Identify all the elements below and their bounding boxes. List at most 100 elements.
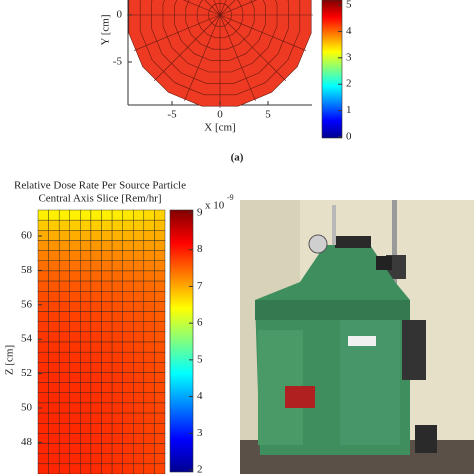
cell [111, 453, 123, 465]
cell [111, 291, 123, 302]
colorbar-tick-label: 2 [346, 78, 352, 90]
cell [58, 341, 70, 353]
cell [48, 219, 60, 231]
cell [111, 402, 123, 414]
cell [111, 331, 123, 343]
cell [48, 270, 60, 282]
cell [80, 240, 92, 251]
cell [90, 311, 102, 322]
cell [58, 372, 70, 383]
cell [154, 301, 166, 312]
cell [58, 443, 70, 454]
cell [133, 240, 145, 251]
cell [90, 270, 102, 282]
colorbar-tick-label: 5 [197, 353, 203, 365]
cell [37, 392, 49, 404]
cell [111, 321, 123, 333]
cell [133, 209, 145, 221]
colorbar-tick-label: 8 [197, 243, 203, 255]
cell [111, 443, 123, 454]
cell [37, 341, 49, 353]
cell [48, 351, 60, 363]
heatmap [37, 209, 166, 474]
cell [69, 341, 81, 353]
cell [111, 351, 123, 363]
colorbar-tick-label: 0 [346, 131, 352, 143]
cell [154, 372, 166, 383]
cell [133, 423, 145, 434]
cell [122, 372, 134, 383]
cell [58, 423, 70, 434]
cell [154, 331, 166, 343]
cell [90, 219, 102, 231]
cell [48, 331, 60, 343]
spoke [219, 14, 286, 81]
cell [90, 209, 102, 221]
cell [37, 291, 49, 302]
cell [143, 321, 155, 333]
cell [37, 270, 49, 282]
spoke [183, 0, 221, 16]
cell [101, 362, 113, 373]
cell [69, 372, 81, 383]
cell [37, 443, 49, 454]
cell [143, 240, 155, 251]
cell [69, 362, 81, 373]
cell [69, 301, 81, 312]
colorbar-scale: x 10 [205, 200, 225, 212]
cell [69, 219, 81, 231]
cell [37, 423, 49, 434]
cell [90, 351, 102, 363]
cell [122, 362, 134, 373]
colorbar-tick-label: 3 [197, 427, 203, 439]
cell [80, 260, 92, 272]
cell [69, 209, 81, 221]
cell [133, 463, 145, 474]
cell [90, 260, 102, 272]
x-label: X [cm] [204, 122, 235, 134]
cell [111, 250, 123, 261]
cell [80, 423, 92, 434]
cell [101, 351, 113, 363]
cell [37, 453, 49, 465]
cell [90, 291, 102, 302]
ring [162, 0, 278, 73]
y-tick-label: 58 [21, 264, 33, 276]
cell [143, 270, 155, 282]
cell [101, 433, 113, 444]
cell [37, 351, 49, 363]
cell [80, 219, 92, 231]
cell [133, 291, 145, 302]
photo [240, 200, 474, 474]
cell [101, 331, 113, 343]
cell [122, 351, 134, 363]
spoke [219, 14, 307, 51]
cell [111, 260, 123, 272]
cell [122, 341, 134, 353]
cell [122, 270, 134, 282]
cell [48, 392, 60, 404]
cell [80, 463, 92, 474]
cell [90, 280, 102, 292]
cell [154, 270, 166, 282]
cell [48, 402, 60, 414]
cell [58, 240, 70, 251]
cell [101, 463, 113, 474]
spoke [219, 14, 256, 102]
cell [154, 402, 166, 414]
cell [90, 423, 102, 434]
cell [154, 453, 166, 465]
cell [111, 270, 123, 282]
cell [48, 362, 60, 373]
x-tick-label: -5 [167, 109, 177, 121]
cell [58, 362, 70, 373]
colorbar [169, 209, 194, 473]
cell [69, 270, 81, 282]
cell [80, 402, 92, 414]
cell [133, 412, 145, 424]
cell [101, 321, 113, 333]
cell [154, 321, 166, 333]
cell [69, 321, 81, 333]
cell [101, 270, 113, 282]
cell [58, 280, 70, 292]
